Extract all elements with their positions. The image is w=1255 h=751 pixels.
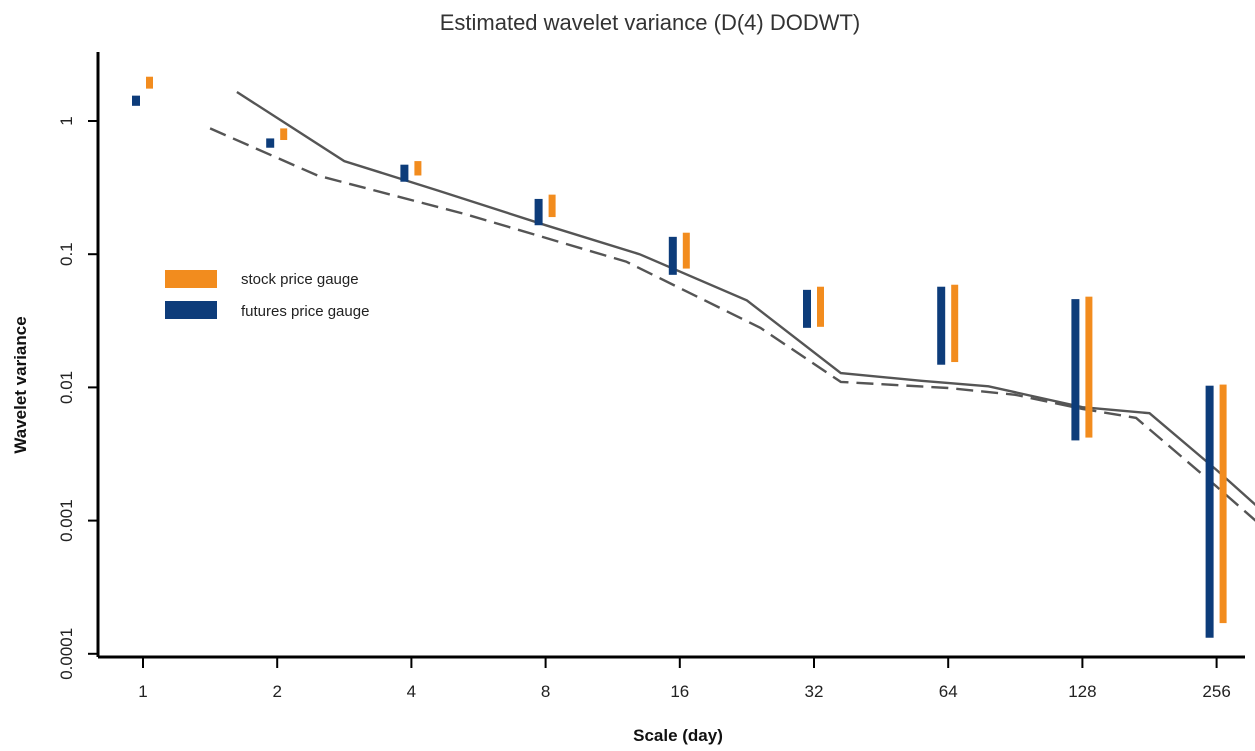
x-axis-title: Scale (day)	[633, 726, 723, 745]
y-tick-label: 0.01	[57, 371, 76, 404]
solid-variance-line	[236, 90, 1255, 506]
stock-interval-bar	[817, 286, 824, 327]
x-tick-label: 64	[939, 682, 958, 701]
legend-swatch-stock	[165, 270, 217, 288]
stock-interval-bar	[1085, 296, 1093, 438]
futures-interval-bar	[132, 95, 140, 106]
stock-interval-bar	[146, 76, 153, 89]
futures-interval-bar	[803, 289, 811, 328]
x-axis-ticks: 1 2 4 8 16 32 64 128 256	[138, 657, 1231, 701]
y-tick-label: 0.1	[57, 242, 76, 266]
variance-lines	[209, 90, 1255, 522]
x-tick-label: 32	[805, 682, 824, 701]
confidence-intervals	[132, 76, 1227, 638]
futures-interval-bar	[534, 198, 543, 226]
stock-interval-bar	[414, 161, 422, 176]
stock-interval-bar	[548, 194, 556, 218]
x-tick-label: 16	[670, 682, 689, 701]
stock-interval-bar	[951, 284, 959, 363]
x-tick-label: 256	[1202, 682, 1230, 701]
y-tick-label: 0.001	[57, 499, 76, 542]
y-axis-title: Wavelet variance	[11, 316, 30, 453]
futures-interval-bar	[266, 138, 275, 148]
x-tick-label: 2	[272, 682, 281, 701]
stock-interval-bar	[682, 232, 690, 269]
legend-label-futures: futures price gauge	[241, 303, 369, 320]
dashed-variance-line	[209, 127, 1255, 522]
y-tick-label: 1	[57, 116, 76, 125]
x-tick-label: 8	[541, 682, 550, 701]
x-tick-label: 1	[138, 682, 147, 701]
legend: stock price gauge futures price gauge	[165, 270, 369, 320]
futures-interval-bar	[1071, 299, 1080, 441]
y-axis-ticks: 1 0.1 0.01 0.001 0.0001	[57, 116, 98, 680]
futures-interval-bar	[400, 164, 409, 182]
futures-interval-bar	[668, 236, 677, 275]
chart-title: Estimated wavelet variance (D(4) DODWT)	[440, 10, 861, 35]
legend-swatch-futures	[165, 301, 217, 319]
legend-label-stock: stock price gauge	[241, 271, 359, 288]
x-tick-label: 4	[407, 682, 416, 701]
futures-interval-bar	[937, 286, 946, 365]
stock-interval-bar	[1219, 384, 1227, 624]
stock-interval-bar	[280, 128, 288, 141]
x-tick-label: 128	[1068, 682, 1096, 701]
futures-interval-bar	[1205, 385, 1214, 638]
y-tick-label: 0.0001	[57, 628, 76, 680]
